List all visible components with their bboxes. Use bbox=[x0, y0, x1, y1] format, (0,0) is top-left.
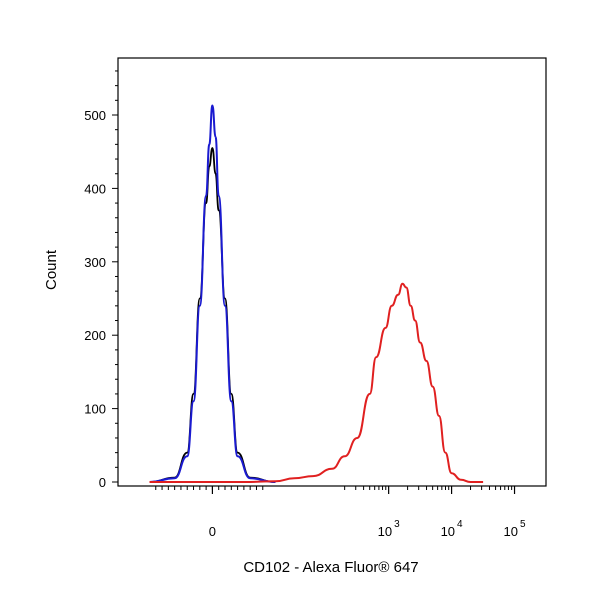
x-tick-label: 10 5 bbox=[504, 519, 526, 539]
y-tick-label: 0 bbox=[99, 475, 106, 490]
x-tick-label: 10 3 bbox=[378, 519, 400, 539]
y-axis-label: Count bbox=[43, 249, 60, 290]
y-tick-label: 400 bbox=[84, 181, 106, 196]
x-tick-label: 0 bbox=[209, 524, 216, 539]
plot-frame bbox=[117, 57, 547, 487]
y-tick-label: 500 bbox=[84, 108, 106, 123]
y-tick-label: 300 bbox=[84, 255, 106, 270]
y-tick-label: 200 bbox=[84, 328, 106, 343]
x-tick-label: 10 4 bbox=[441, 519, 463, 539]
y-tick-label: 100 bbox=[84, 402, 106, 417]
histogram-series-1 bbox=[149, 147, 276, 483]
histogram-series-2 bbox=[149, 104, 276, 483]
x-axis-label: CD102 - Alexa Fluor® 647 bbox=[243, 559, 418, 576]
histogram-series-3 bbox=[149, 282, 484, 484]
